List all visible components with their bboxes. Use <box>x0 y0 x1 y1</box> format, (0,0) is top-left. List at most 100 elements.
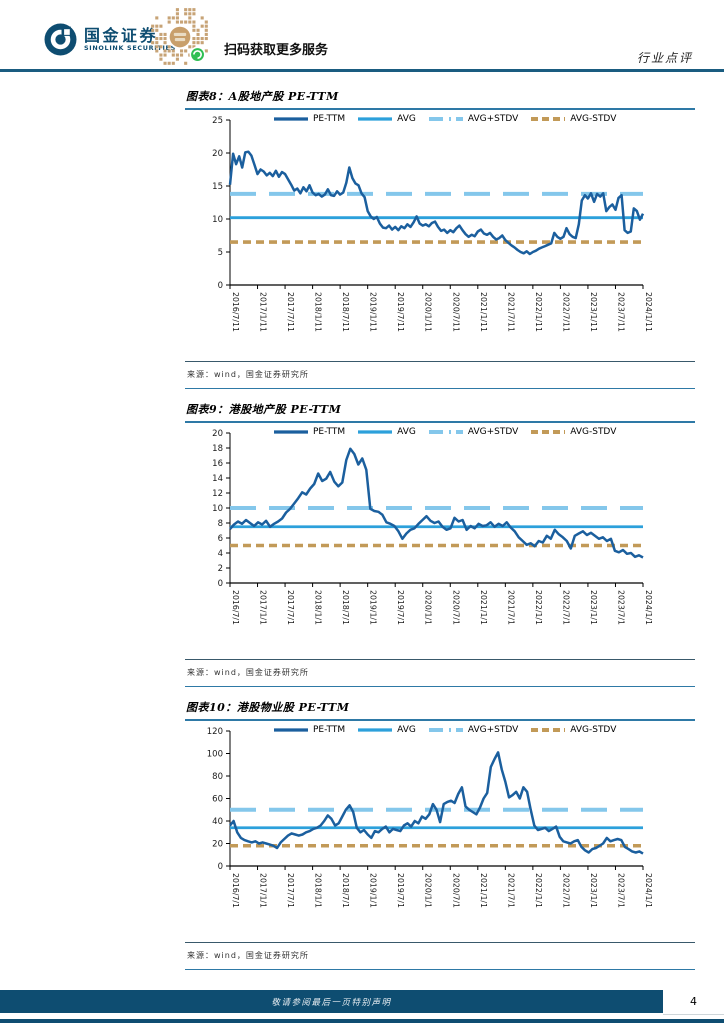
legend-swatch-icon <box>531 728 566 732</box>
legend-swatch-icon <box>274 117 308 121</box>
svg-text:2020/1/11: 2020/1/11 <box>424 292 433 332</box>
svg-text:2021/7/11: 2021/7/11 <box>506 292 515 332</box>
svg-text:40: 40 <box>212 817 223 827</box>
svg-text:15: 15 <box>212 182 223 192</box>
chart-8-plot: 0 5 10 15 20 25 2016/7/11 2017/1/11 2017/7/11 201… <box>212 116 653 332</box>
svg-text:2017/7/11: 2017/7/11 <box>286 292 295 332</box>
svg-text:2019/1/1: 2019/1/1 <box>369 873 378 908</box>
svg-text:20: 20 <box>212 149 223 159</box>
logo-cn-label: 国金证券 <box>84 25 159 45</box>
legend-swatch-icon <box>358 117 393 121</box>
footer-bottom-strip <box>0 1019 724 1023</box>
legend-pe-ttm: PE-TTM <box>273 725 345 735</box>
svg-text:25: 25 <box>212 116 223 126</box>
svg-text:2024/1/11: 2024/1/11 <box>644 292 653 332</box>
legend-label: AVG-STDV <box>570 114 617 124</box>
footer-disclaimer-bar: 敬请参阅最后一页特别声明 <box>0 990 663 1013</box>
page-header: 国金证券 SINOLINK SECURITIES 扫码获取更多服务 行业点评 <box>0 0 724 70</box>
svg-text:2020/7/1: 2020/7/1 <box>451 590 460 625</box>
svg-text:2019/7/1: 2019/7/1 <box>396 590 405 625</box>
svg-text:2019/1/11: 2019/1/11 <box>369 292 378 332</box>
legend-label: AVG+STDV <box>467 427 519 437</box>
legend-pe-ttm: PE-TTM <box>273 114 345 124</box>
figure-10-chart: 0 20 40 60 80 100 120 2016/7/1 2017/1/1 2017/7/1 2… <box>185 723 695 932</box>
svg-text:2019/7/1: 2019/7/1 <box>396 873 405 908</box>
svg-text:10: 10 <box>212 215 223 225</box>
legend-swatch-icon <box>358 430 393 434</box>
figure-9-chart: 0 2 4 6 8 10 12 14 16 18 20 2016/7/1 2017/1/1 2017/7/… <box>185 425 695 649</box>
chart-9-plot: 0 2 4 6 8 10 12 14 16 18 20 2016/7/1 2017/1/1 2017/7/… <box>212 429 653 625</box>
svg-text:80: 80 <box>212 772 223 782</box>
qr-code <box>147 4 213 70</box>
svg-text:2017/7/1: 2017/7/1 <box>286 873 295 908</box>
legend-swatch-icon <box>274 728 308 732</box>
svg-text:16: 16 <box>212 459 223 469</box>
svg-text:2020/1/1: 2020/1/1 <box>424 873 433 908</box>
figure-8: 图表8：A股地产股 PE-TTM 0 5 10 15 20 25 2016/7/11 2017… <box>185 88 695 389</box>
legend-avg: AVG <box>357 114 416 124</box>
legend-avg-stdv: AVG+STDV <box>428 427 518 437</box>
svg-text:2024/1/1: 2024/1/1 <box>644 590 653 625</box>
svg-text:2018/1/11: 2018/1/11 <box>314 292 323 332</box>
qr-green-badge-icon <box>189 46 206 63</box>
svg-text:0: 0 <box>218 579 223 589</box>
legend-swatch-icon <box>531 430 566 434</box>
svg-text:2023/7/1: 2023/7/1 <box>616 590 625 625</box>
legend-swatch-icon <box>358 728 393 732</box>
legend-label: AVG-STDV <box>570 725 617 735</box>
figure-10-source: 来源：wind，国金证券研究所 <box>185 942 695 970</box>
svg-text:2022/1/1: 2022/1/1 <box>534 873 543 908</box>
logo-en-label: SINOLINK SECURITIES <box>84 44 176 53</box>
legend-label: PE-TTM <box>313 114 346 124</box>
chart-9-legend: PE-TTM AVG AVG+STDV AVG-STDV <box>273 427 616 437</box>
chart-10-plot: 0 20 40 60 80 100 120 2016/7/1 2017/1/1 2017/7/1 2… <box>207 727 653 908</box>
svg-text:2023/7/11: 2023/7/11 <box>616 292 625 332</box>
legend-swatch-icon <box>531 117 566 121</box>
svg-text:2017/1/1: 2017/1/1 <box>259 873 268 908</box>
svg-text:2021/7/1: 2021/7/1 <box>506 873 515 908</box>
svg-text:2021/1/1: 2021/1/1 <box>479 590 488 625</box>
svg-text:5: 5 <box>218 248 223 258</box>
figure-10: 图表10：港股物业股 PE-TTM 0 20 40 60 80 100 120 2016/7/… <box>185 699 695 970</box>
svg-text:2022/7/11: 2022/7/11 <box>561 292 570 332</box>
svg-text:20: 20 <box>212 840 223 850</box>
svg-text:2022/1/1: 2022/1/1 <box>534 590 543 625</box>
svg-text:18: 18 <box>212 444 223 454</box>
legend-swatch-icon <box>428 728 463 732</box>
page-number: 4 <box>663 988 724 1015</box>
svg-text:8: 8 <box>218 519 223 529</box>
svg-text:2018/1/1: 2018/1/1 <box>314 590 323 625</box>
svg-text:4: 4 <box>218 549 223 559</box>
legend-avg-stdv: AVG-STDV <box>530 114 616 124</box>
legend-label: AVG+STDV <box>467 725 519 735</box>
svg-text:2020/7/11: 2020/7/11 <box>451 292 460 332</box>
header-divider <box>0 69 724 72</box>
figure-9-source: 来源：wind，国金证券研究所 <box>185 659 695 687</box>
report-body: 图表8：A股地产股 PE-TTM 0 5 10 15 20 25 2016/7/11 2017… <box>185 88 695 982</box>
figure-8-title: 图表8：A股地产股 PE-TTM <box>185 88 695 110</box>
sinolink-logo-icon <box>44 23 77 56</box>
svg-text:2019/1/1: 2019/1/1 <box>369 590 378 625</box>
svg-text:100: 100 <box>207 750 223 760</box>
legend-avg-stdv: AVG-STDV <box>530 725 616 735</box>
legend-avg-stdv: AVG+STDV <box>428 725 518 735</box>
chart-8-legend: PE-TTM AVG AVG+STDV AVG-STDV <box>273 114 616 124</box>
svg-text:2019/7/11: 2019/7/11 <box>396 292 405 332</box>
svg-text:2020/1/1: 2020/1/1 <box>424 590 433 625</box>
svg-text:2017/1/11: 2017/1/11 <box>259 292 268 332</box>
svg-text:2018/7/1: 2018/7/1 <box>341 873 350 908</box>
legend-avg-stdv: AVG-STDV <box>530 427 616 437</box>
svg-text:2022/1/11: 2022/1/11 <box>534 292 543 332</box>
legend-swatch-icon <box>428 117 463 121</box>
legend-label: AVG <box>397 114 416 124</box>
svg-text:2016/7/1: 2016/7/1 <box>231 590 240 625</box>
sinolink-logo: 国金证券 SINOLINK SECURITIES <box>44 23 176 56</box>
legend-label: AVG <box>397 725 416 735</box>
legend-swatch-icon <box>274 430 308 434</box>
svg-text:2022/7/1: 2022/7/1 <box>561 873 570 908</box>
svg-text:2017/1/1: 2017/1/1 <box>259 590 268 625</box>
svg-text:2021/1/1: 2021/1/1 <box>479 873 488 908</box>
legend-label: PE-TTM <box>313 427 346 437</box>
svg-text:2020/7/1: 2020/7/1 <box>451 873 460 908</box>
